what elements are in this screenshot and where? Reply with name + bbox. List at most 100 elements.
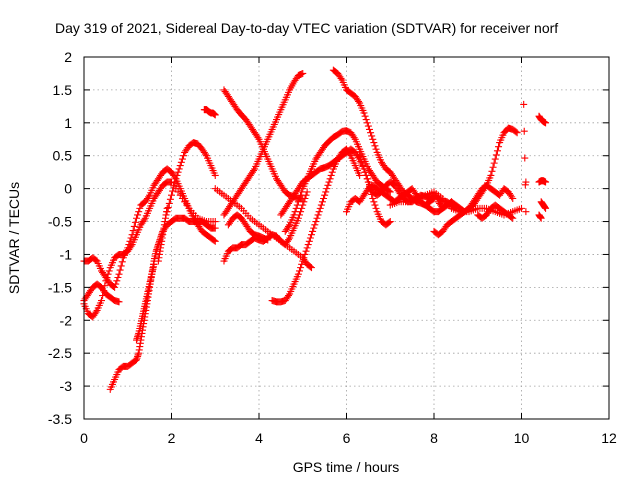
data-point [316, 204, 324, 212]
data-point-interp [104, 270, 112, 278]
data-point-interp [300, 254, 308, 262]
data-point [491, 155, 499, 163]
x-tick-label: 10 [514, 430, 530, 446]
series-track-27 [535, 177, 550, 186]
y-axis-title: SDTVAR / TECUs [6, 182, 22, 294]
data-point [356, 171, 364, 179]
data-point-interp [521, 154, 529, 162]
data-point-interp [372, 204, 380, 212]
data-point [308, 264, 315, 272]
data-point-interp [357, 155, 365, 163]
data-point-interp [175, 165, 183, 173]
data-point-interp [488, 167, 496, 175]
data-point-interp [317, 201, 325, 209]
series-track-11 [220, 188, 311, 265]
series-track-7 [163, 139, 219, 216]
data-point-interp [359, 162, 367, 170]
data-point-interp [292, 204, 300, 212]
chart-title: Day 319 of 2021, Sidereal Day-to-day VTE… [55, 20, 558, 36]
y-tick-label: -2.5 [48, 345, 72, 361]
data-point-interp [291, 208, 299, 216]
x-tick-label: 4 [255, 430, 263, 446]
data-point [299, 257, 307, 265]
data-point-interp [145, 193, 153, 201]
data-point-interp [520, 127, 528, 135]
data-point [487, 171, 495, 179]
data-point-interp [130, 222, 138, 230]
data-point [312, 218, 320, 226]
data-point-interp [170, 183, 178, 191]
data-point [290, 211, 298, 219]
data-point-interp [135, 208, 143, 216]
data-point-interp [490, 159, 498, 167]
data-point-interp [114, 273, 122, 281]
data-point [299, 69, 307, 77]
grid-lines [84, 57, 609, 419]
data-point [115, 298, 123, 306]
x-axis-title: GPS time / hours [293, 459, 400, 475]
y-tick-label: 1.5 [53, 82, 73, 98]
data-point-interp [385, 218, 393, 226]
data-point-interp [201, 150, 209, 158]
data-point-interp [103, 273, 111, 281]
y-tick-label: 2 [64, 49, 72, 65]
data-point-interp [358, 158, 366, 166]
data-point-interp [254, 134, 262, 142]
data-point-interp [166, 195, 174, 203]
data-point-interp [362, 116, 370, 124]
data-point-interp [324, 181, 332, 189]
data-point-interp [337, 74, 345, 82]
data-point-interp [309, 227, 317, 235]
data-point-interp [492, 151, 500, 159]
y-tick-label: -0.5 [48, 214, 72, 230]
data-point-interp [508, 193, 516, 201]
data-point-interp [314, 211, 322, 219]
data-point-interp [327, 171, 335, 179]
data-point [168, 191, 175, 199]
series-track-6 [154, 204, 171, 265]
data-point-interp [363, 119, 371, 127]
data-point-interp [285, 292, 293, 300]
data-point-interp [165, 199, 173, 207]
y-tick-label: -2 [60, 312, 73, 328]
data-point [360, 165, 368, 173]
data-point-interp [177, 158, 185, 166]
data-point [150, 260, 158, 268]
data-point [542, 178, 550, 186]
data-point-interp [127, 242, 135, 250]
data-point-interp [322, 188, 330, 196]
data-point-interp [365, 125, 373, 133]
data-point-interp [318, 198, 326, 206]
data-point [522, 178, 530, 186]
data-point-interp [495, 143, 503, 151]
data-point-interp [118, 258, 126, 266]
data-point-interp [117, 262, 125, 270]
data-point [115, 270, 123, 278]
series-track-25 [522, 178, 530, 186]
data-point [294, 214, 302, 222]
data-point-interp [320, 195, 328, 203]
data-point-interp [328, 168, 336, 176]
axis-ticks: 0 2 4 6 8 10 12 -3.5 -3 -2.5 -2 -1.5 -1 -0.5 0 0.5 1 1.5 2 [48, 49, 617, 446]
y-tick-label: 0.5 [53, 148, 73, 164]
data-point-interp [361, 112, 369, 120]
data-point-interp [508, 213, 516, 221]
data-point [98, 297, 105, 305]
data-point-interp [171, 179, 179, 187]
data-point-interp [313, 214, 321, 222]
data-point-interp [493, 147, 501, 155]
data-point [518, 204, 525, 212]
data-point [542, 119, 550, 127]
data-point-interp [173, 171, 181, 179]
data-point-interp [285, 222, 293, 230]
data-points [80, 66, 550, 393]
data-point [513, 129, 521, 137]
data-point-interp [370, 198, 378, 206]
data-point-interp [362, 171, 370, 179]
data-point-interp [250, 167, 258, 175]
data-point [211, 171, 219, 179]
data-point-interp [371, 201, 379, 209]
data-point-interp [210, 236, 218, 244]
series-track-3 [80, 280, 123, 306]
